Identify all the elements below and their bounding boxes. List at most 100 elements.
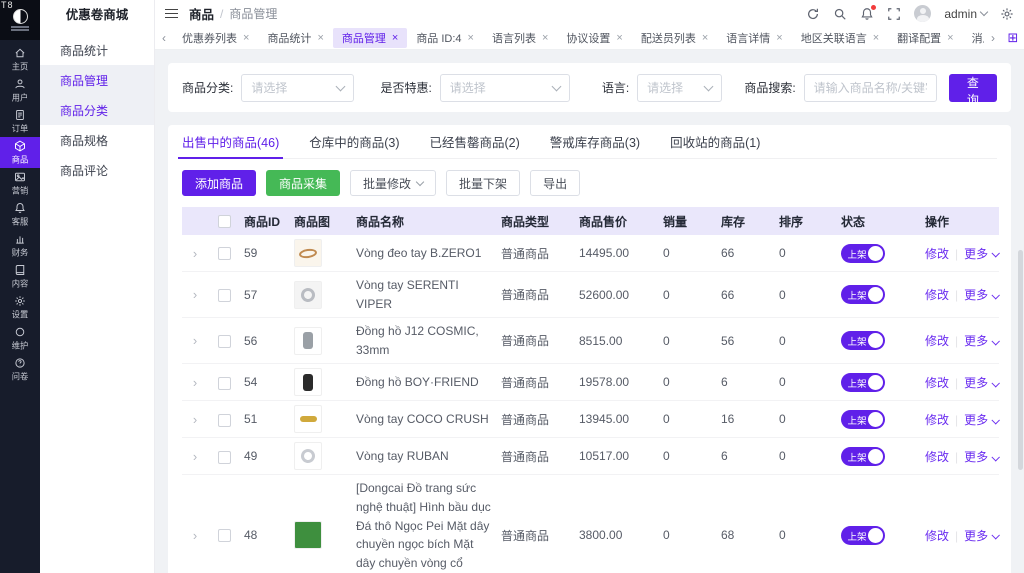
export-button[interactable]: 导出 bbox=[530, 170, 581, 196]
open-tab[interactable]: 配送员列表 × bbox=[632, 28, 717, 48]
avatar[interactable] bbox=[914, 5, 932, 22]
status-toggle[interactable]: 上架 bbox=[841, 243, 885, 263]
close-icon[interactable]: × bbox=[391, 31, 399, 44]
rail-item-maintain[interactable]: 维护 bbox=[0, 323, 40, 354]
status-toggle[interactable]: 上架 bbox=[841, 446, 885, 466]
submenu-item[interactable]: 商品规格 bbox=[60, 133, 109, 148]
row-checkbox[interactable] bbox=[217, 529, 231, 543]
close-icon[interactable]: × bbox=[616, 31, 623, 44]
more-link[interactable]: 更多 bbox=[964, 247, 1001, 261]
product-image[interactable] bbox=[294, 368, 322, 397]
product-image[interactable] bbox=[294, 405, 322, 434]
submenu-item[interactable]: 商品分类 bbox=[40, 95, 154, 125]
open-tab[interactable]: 商品管理 × bbox=[332, 28, 408, 48]
row-checkbox[interactable] bbox=[217, 376, 231, 390]
row-checkbox[interactable] bbox=[217, 413, 231, 427]
list-tab[interactable]: 已经售罄商品(2) bbox=[429, 136, 520, 150]
fullscreen-icon[interactable] bbox=[887, 7, 901, 21]
add-product-button[interactable]: 添加商品 bbox=[182, 170, 257, 196]
expand-row-icon[interactable]: › bbox=[192, 333, 198, 349]
list-tab[interactable]: 回收站的商品(1) bbox=[670, 136, 761, 150]
product-image[interactable] bbox=[294, 442, 322, 471]
expand-row-icon[interactable]: › bbox=[192, 448, 198, 464]
tabs-scroll-right-icon[interactable]: › bbox=[991, 31, 995, 45]
open-tab[interactable]: 协议设置 × bbox=[557, 28, 631, 48]
product-image[interactable] bbox=[294, 326, 322, 355]
category-select[interactable]: 请选择 bbox=[241, 73, 355, 102]
batch-edit-button[interactable]: 批量修改 bbox=[350, 170, 437, 196]
search-icon[interactable] bbox=[833, 7, 847, 21]
rail-item-service[interactable]: 客服 bbox=[0, 199, 40, 230]
open-tab[interactable]: 消息管理× bbox=[963, 28, 984, 48]
edit-link[interactable]: 修改 bbox=[925, 528, 950, 543]
status-toggle[interactable]: 上架 bbox=[841, 285, 885, 305]
tabs-scroll-left-icon[interactable]: ‹ bbox=[162, 31, 166, 45]
product-image[interactable] bbox=[294, 280, 322, 309]
list-tab[interactable]: 警戒库存商品(3) bbox=[549, 136, 641, 150]
expand-row-icon[interactable]: › bbox=[192, 374, 198, 390]
rail-item-survey[interactable]: 问卷 bbox=[0, 354, 40, 385]
product-image[interactable] bbox=[294, 521, 322, 550]
rail-item-settings[interactable]: 设置 bbox=[0, 292, 40, 323]
breadcrumb-root[interactable]: 商品 bbox=[189, 8, 215, 22]
status-toggle[interactable]: 上架 bbox=[841, 331, 885, 351]
close-icon[interactable]: × bbox=[541, 31, 549, 44]
edit-link[interactable]: 修改 bbox=[925, 375, 950, 390]
open-tab[interactable]: 商品 ID:4 × bbox=[407, 28, 483, 48]
more-link[interactable]: 更多 bbox=[964, 413, 1001, 427]
expand-row-icon[interactable]: › bbox=[192, 287, 198, 303]
more-link[interactable]: 更多 bbox=[964, 529, 1001, 543]
edit-link[interactable]: 修改 bbox=[925, 412, 950, 427]
rail-item-order[interactable]: 订单 bbox=[0, 106, 40, 137]
product-image[interactable] bbox=[294, 239, 322, 267]
row-checkbox[interactable] bbox=[217, 247, 231, 261]
more-link[interactable]: 更多 bbox=[964, 376, 1001, 390]
rail-item-finance[interactable]: 财务 bbox=[0, 230, 40, 261]
close-icon[interactable]: × bbox=[317, 31, 324, 44]
rail-item-product[interactable]: 商品 bbox=[0, 137, 40, 168]
query-button[interactable]: 查询 bbox=[948, 73, 997, 107]
status-toggle[interactable]: 上架 bbox=[841, 409, 885, 429]
open-tab[interactable]: 翻译配置 × bbox=[888, 28, 962, 48]
collect-product-button[interactable]: 商品采集 bbox=[266, 170, 341, 196]
submenu-item[interactable]: 商品管理 bbox=[40, 65, 154, 95]
tabs-grid-icon[interactable]: ⊞ bbox=[1007, 30, 1019, 45]
open-tab[interactable]: 语言详情 × bbox=[717, 28, 791, 48]
gear-icon[interactable] bbox=[1000, 7, 1014, 21]
open-tab[interactable]: 优惠券列表 × bbox=[173, 28, 258, 48]
edit-link[interactable]: 修改 bbox=[925, 449, 950, 464]
close-icon[interactable]: × bbox=[947, 31, 954, 44]
list-tab[interactable]: 仓库中的商品(3) bbox=[309, 136, 400, 150]
refresh-icon[interactable] bbox=[806, 7, 820, 21]
edit-link[interactable]: 修改 bbox=[925, 334, 950, 349]
user-menu[interactable]: admin bbox=[944, 7, 989, 21]
expand-row-icon[interactable]: › bbox=[192, 245, 198, 261]
select-all-checkbox[interactable] bbox=[217, 215, 231, 229]
close-icon[interactable]: × bbox=[872, 31, 880, 44]
more-link[interactable]: 更多 bbox=[964, 450, 1001, 464]
list-tab[interactable]: 出售中的商品(46) bbox=[177, 125, 284, 159]
submenu-item[interactable]: 商品统计 bbox=[60, 43, 109, 58]
status-toggle[interactable]: 上架 bbox=[841, 525, 885, 545]
row-checkbox[interactable] bbox=[217, 334, 231, 348]
close-icon[interactable]: × bbox=[776, 31, 783, 44]
open-tab[interactable]: 商品统计 × bbox=[258, 28, 332, 48]
language-select[interactable]: 请选择 bbox=[637, 73, 723, 102]
rail-item-user[interactable]: 用户 bbox=[0, 75, 40, 106]
rail-item-content[interactable]: 内容 bbox=[0, 261, 40, 292]
hamburger-icon[interactable] bbox=[165, 9, 178, 18]
notification-bell-icon[interactable] bbox=[860, 4, 877, 21]
open-tab[interactable]: 语言列表 × bbox=[483, 28, 557, 48]
close-icon[interactable]: × bbox=[467, 31, 474, 44]
rail-item-home[interactable]: 主页 bbox=[0, 44, 40, 75]
expand-row-icon[interactable]: › bbox=[192, 411, 198, 427]
rail-item-marketing[interactable]: 营销 bbox=[0, 168, 40, 199]
open-tab[interactable]: 地区关联语言 × bbox=[792, 28, 888, 48]
status-toggle[interactable]: 上架 bbox=[841, 372, 885, 392]
row-checkbox[interactable] bbox=[217, 450, 231, 464]
page-scrollbar[interactable] bbox=[1018, 250, 1023, 470]
edit-link[interactable]: 修改 bbox=[925, 246, 950, 261]
batch-off-button[interactable]: 批量下架 bbox=[446, 170, 521, 196]
expand-row-icon[interactable]: › bbox=[192, 527, 198, 543]
submenu-item[interactable]: 商品评论 bbox=[60, 163, 109, 178]
